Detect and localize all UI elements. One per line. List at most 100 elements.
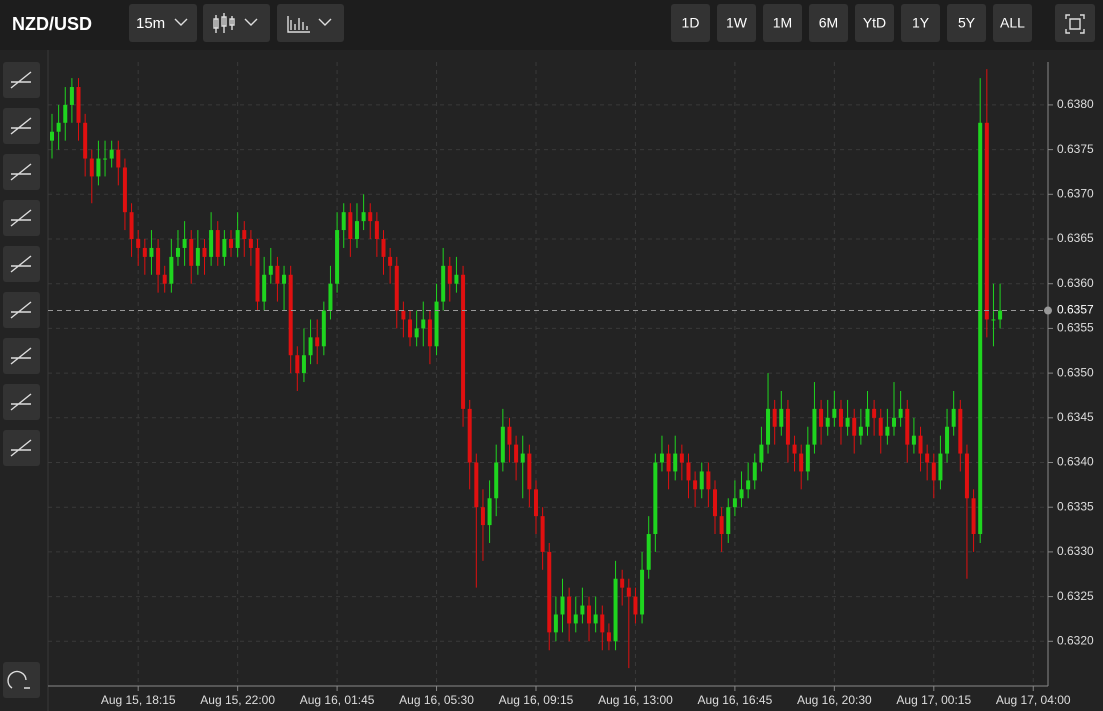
- tool-icon[interactable]: [10, 209, 32, 227]
- candle-body: [487, 498, 492, 526]
- candle-body: [96, 158, 101, 177]
- candle-body: [195, 247, 200, 266]
- range-button[interactable]: [717, 4, 756, 42]
- tool-icon[interactable]: [10, 301, 32, 319]
- candle-body: [533, 489, 538, 517]
- range-label[interactable]: 1D: [682, 15, 700, 31]
- candle-body: [567, 596, 572, 624]
- candle-body: [156, 247, 161, 275]
- y-tick-label: 0.6330: [1057, 544, 1094, 558]
- candle-body: [56, 122, 61, 132]
- candle-body: [799, 453, 804, 472]
- y-tick-label: 0.6345: [1057, 410, 1094, 424]
- candle-body: [872, 408, 877, 418]
- candle-body: [779, 408, 784, 427]
- tool-icon[interactable]: [10, 439, 32, 457]
- candle-body: [646, 534, 651, 570]
- tool-icon[interactable]: [10, 255, 32, 273]
- y-tick-label: 0.6320: [1057, 633, 1094, 647]
- range-label[interactable]: 6M: [819, 15, 838, 31]
- candle-body: [620, 578, 625, 588]
- candle-body: [335, 230, 340, 284]
- candle-body: [978, 122, 983, 535]
- candle-body: [805, 444, 810, 472]
- range-label[interactable]: 1Y: [912, 15, 930, 31]
- candle-body: [852, 417, 857, 436]
- candle-body: [772, 408, 777, 427]
- candle-body: [553, 614, 558, 633]
- y-tick-label: 0.6360: [1057, 276, 1094, 290]
- x-tick-label: Aug 17, 00:15: [896, 693, 971, 707]
- candle-body: [248, 239, 253, 248]
- range-button[interactable]: [993, 4, 1032, 42]
- candle-body: [414, 328, 419, 338]
- candle-body: [235, 230, 240, 248]
- candle-body: [858, 426, 863, 436]
- range-label[interactable]: 1M: [773, 15, 792, 31]
- candle-body: [878, 417, 883, 436]
- y-tick-label: 0.6335: [1057, 499, 1094, 513]
- interval-button[interactable]: 15m: [129, 4, 197, 42]
- candle-body: [699, 471, 704, 490]
- candle-body: [175, 247, 180, 257]
- range-button[interactable]: [901, 4, 940, 42]
- y-tick-label: 0.6325: [1057, 589, 1094, 603]
- tool-icon[interactable]: [10, 163, 32, 181]
- tool-icon[interactable]: [7, 670, 30, 689]
- candle-body: [766, 408, 771, 445]
- candle-body: [726, 507, 731, 535]
- range-button[interactable]: [809, 4, 848, 42]
- tool-icon[interactable]: [10, 393, 32, 411]
- candle-body: [136, 239, 141, 248]
- tool-icon[interactable]: [10, 71, 32, 89]
- candle-body: [222, 239, 227, 257]
- candle-body: [215, 230, 220, 257]
- x-tick-label: Aug 16, 16:45: [698, 693, 773, 707]
- x-tick-label: Aug 17, 04:00: [996, 693, 1071, 707]
- range-button[interactable]: [671, 4, 710, 42]
- candle-body: [142, 247, 147, 257]
- range-button[interactable]: [855, 4, 894, 42]
- fullscreen-button[interactable]: [1055, 4, 1095, 42]
- candle-body: [938, 453, 943, 481]
- y-tick-label: 0.6355: [1057, 321, 1094, 335]
- candle-body: [480, 507, 485, 526]
- y-tick-label: 0.6350: [1057, 365, 1094, 379]
- range-label[interactable]: 1W: [726, 15, 748, 31]
- candle-body: [301, 355, 306, 374]
- candle-body: [587, 605, 592, 624]
- tool-icon[interactable]: [10, 347, 32, 365]
- candle-body: [229, 239, 234, 248]
- candle-body: [408, 319, 413, 338]
- indicators-button[interactable]: [277, 4, 344, 42]
- candle-body: [354, 221, 359, 240]
- range-label[interactable]: 5Y: [958, 15, 976, 31]
- candle-body: [315, 337, 320, 347]
- candle-body: [401, 310, 406, 320]
- candle-body: [600, 614, 605, 633]
- candle-body: [739, 489, 744, 499]
- candle-body: [441, 265, 446, 302]
- candle-body: [845, 417, 850, 427]
- candle-body: [427, 319, 432, 347]
- x-tick-label: Aug 15, 22:00: [200, 693, 275, 707]
- range-label[interactable]: YtD: [863, 15, 886, 31]
- candle-body: [421, 319, 426, 329]
- x-tick-label: Aug 16, 09:15: [499, 693, 574, 707]
- interval-label[interactable]: 15m: [136, 15, 165, 32]
- candle-body: [394, 265, 399, 311]
- drawing-tool[interactable]: [3, 662, 40, 698]
- candle-body: [202, 247, 207, 257]
- candle-body: [759, 444, 764, 463]
- tool-icon[interactable]: [10, 117, 32, 135]
- current-price-label: 0.6357: [1057, 303, 1094, 317]
- range-label[interactable]: ALL: [1000, 15, 1025, 31]
- range-button[interactable]: [947, 4, 986, 42]
- candle-body: [659, 453, 664, 463]
- chart-type-button[interactable]: [203, 4, 270, 42]
- candle-body: [673, 453, 678, 472]
- range-button[interactable]: [763, 4, 802, 42]
- candle-body: [514, 444, 519, 463]
- x-tick-label: Aug 16, 01:45: [300, 693, 375, 707]
- candle-body: [825, 417, 830, 427]
